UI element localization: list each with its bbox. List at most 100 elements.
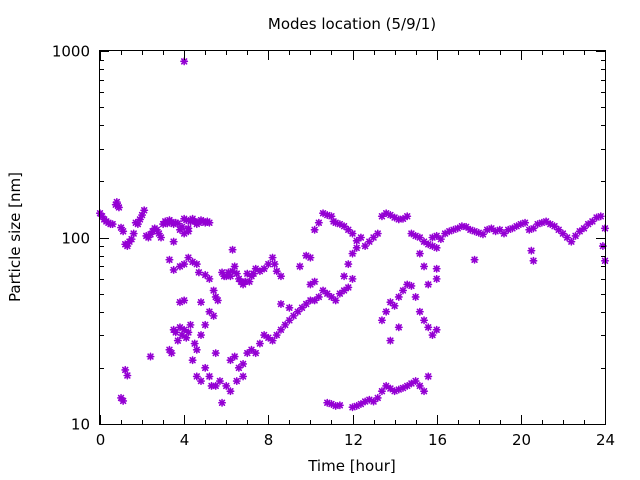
data-point — [218, 398, 227, 407]
data-point — [232, 377, 241, 386]
data-point — [205, 274, 214, 283]
data-point — [171, 328, 180, 337]
data-point — [432, 274, 441, 283]
data-point — [157, 233, 166, 242]
data-point — [209, 286, 218, 295]
data-point — [415, 381, 424, 390]
data-point — [184, 328, 193, 337]
data-point — [295, 262, 304, 271]
data-point — [192, 345, 201, 354]
data-point — [173, 219, 182, 228]
data-point — [272, 267, 281, 276]
data-point — [197, 298, 205, 307]
x-tick-label: 4 — [180, 431, 190, 449]
data-point — [348, 249, 357, 258]
data-point — [207, 381, 216, 390]
data-point — [197, 377, 205, 386]
data-point — [251, 349, 260, 358]
data-point — [119, 227, 128, 236]
data-point — [255, 267, 264, 276]
data-point — [239, 372, 248, 381]
data-point — [285, 303, 294, 312]
data-point — [289, 311, 298, 320]
data-point — [201, 363, 210, 372]
data-point — [268, 253, 277, 262]
x-tick-label: 0 — [96, 431, 106, 449]
data-point — [121, 365, 130, 374]
data-point — [140, 206, 149, 215]
data-point — [382, 307, 391, 316]
data-point — [270, 260, 279, 269]
data-point — [348, 274, 357, 283]
data-point — [194, 268, 203, 277]
y-axis-label: Particle size [nm] — [6, 172, 24, 302]
data-point — [386, 211, 395, 220]
data-point — [424, 323, 433, 332]
data-point — [436, 235, 445, 244]
data-point — [222, 381, 231, 390]
data-point — [331, 296, 340, 305]
y-axis: 10 100 1000 — [52, 43, 605, 434]
data-point — [377, 316, 386, 325]
data-point — [173, 336, 182, 345]
data-point — [377, 212, 386, 221]
data-point — [213, 296, 222, 305]
data-point — [201, 320, 210, 329]
data-point — [356, 233, 365, 242]
data-point — [180, 296, 189, 305]
data-point — [386, 384, 395, 393]
data-point — [314, 218, 323, 227]
plot-frame — [99, 50, 606, 425]
y-tick-label: 10 — [71, 416, 90, 434]
x-axis-label: Time [hour] — [307, 457, 396, 475]
data-point — [554, 225, 563, 234]
data-point — [260, 331, 269, 340]
data-point — [165, 255, 174, 264]
data-point — [432, 325, 441, 334]
data-point — [251, 264, 260, 273]
y-tick-label: 1000 — [52, 43, 90, 61]
data-point — [276, 299, 285, 308]
data-point — [521, 218, 530, 227]
data-point — [268, 336, 277, 345]
data-point — [420, 316, 429, 325]
data-point — [310, 277, 319, 286]
data-point — [428, 331, 437, 340]
data-point — [226, 387, 235, 396]
data-point — [365, 395, 374, 404]
data-point — [169, 265, 178, 274]
data-point — [306, 280, 315, 289]
data-point — [348, 229, 357, 238]
data-point — [529, 256, 538, 265]
x-axis: 0 4 8 12 16 20 24 — [96, 51, 615, 449]
data-point — [344, 260, 353, 269]
data-point — [180, 260, 189, 269]
data-point — [403, 212, 412, 221]
data-point — [373, 393, 382, 402]
data-point — [272, 331, 281, 340]
data-point — [432, 243, 441, 252]
data-point — [127, 235, 136, 244]
data-point — [527, 246, 536, 255]
data-point — [281, 320, 290, 329]
x-tick-label: 8 — [264, 431, 274, 449]
data-point — [146, 352, 155, 361]
data-point — [352, 243, 361, 252]
data-point — [424, 372, 433, 381]
data-point — [192, 260, 201, 269]
data-point — [373, 229, 382, 238]
data-point — [335, 289, 344, 298]
data-point — [178, 222, 187, 231]
data-point — [411, 292, 420, 301]
data-point — [377, 387, 386, 396]
data-point — [184, 227, 193, 236]
data-point — [310, 225, 319, 234]
data-point — [323, 289, 332, 298]
data-point — [129, 229, 138, 238]
data-point — [344, 283, 353, 292]
x-tick-label: 20 — [512, 431, 531, 449]
x-tick-label: 12 — [344, 431, 363, 449]
data-point — [138, 211, 147, 220]
data-point — [407, 281, 416, 290]
